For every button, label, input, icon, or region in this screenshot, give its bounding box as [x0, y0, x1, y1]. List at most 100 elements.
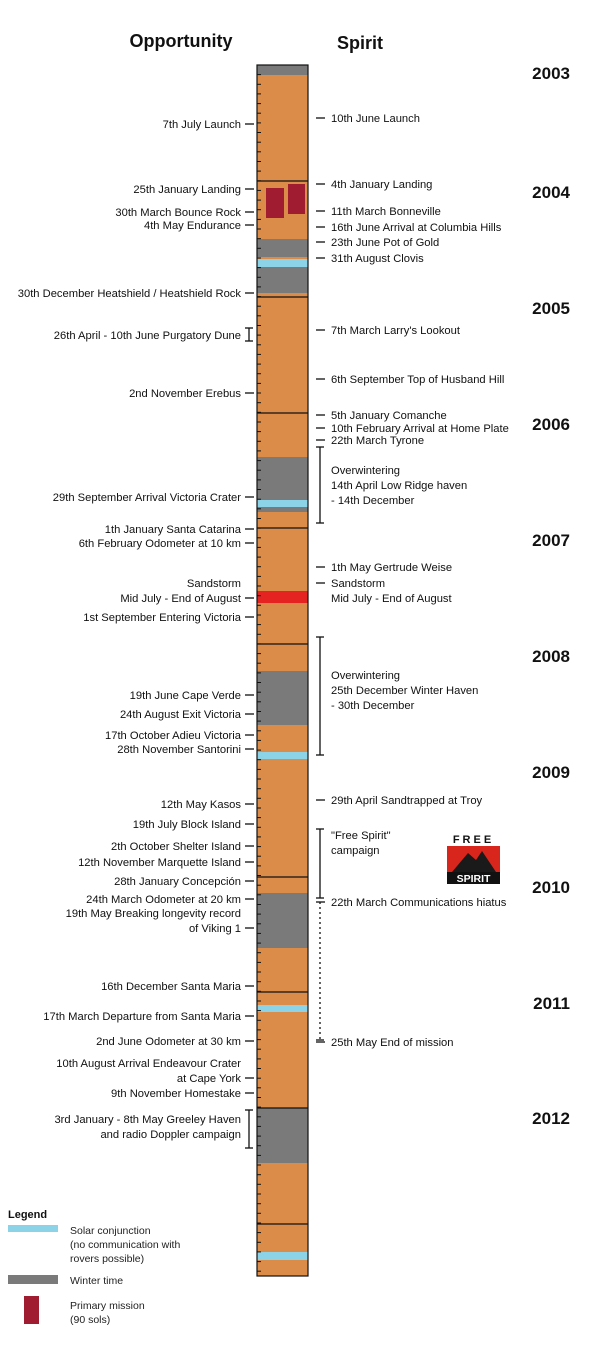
opportunity-event-label: 19th July Block Island: [133, 819, 241, 831]
opportunity-event-label: 19th May Breaking longevity record: [66, 908, 241, 920]
month-ticks: [257, 74, 261, 1272]
winter-band: [257, 239, 308, 257]
winter-band: [257, 457, 308, 500]
spirit-event-label: 6th September Top of Husband Hill: [331, 374, 504, 386]
spirit-event-label: 29th April Sandtrapped at Troy: [331, 795, 483, 807]
spirit-event-label: 16th June Arrival at Columbia Hills: [331, 222, 502, 234]
opportunity-event-label: 4th May Endurance: [144, 220, 241, 232]
opportunity-event-label: 26th April - 10th June Purgatory Dune: [54, 330, 241, 342]
opportunity-event-label: Sandstorm: [187, 578, 241, 590]
spirit-event-label: - 14th December: [331, 495, 415, 507]
opportunity-event-label: 30th December Heatshield / Heatshield Ro…: [18, 288, 242, 300]
opportunity-event-label: 24th March Odometer at 20 km: [86, 894, 241, 906]
spirit-event-label: 22th March Tyrone: [331, 435, 424, 447]
year-label-2012: 2012: [532, 1109, 570, 1128]
year-label-2006: 2006: [532, 415, 570, 434]
opportunity-event-label: 30th March Bounce Rock: [115, 207, 241, 219]
opportunity-header: Opportunity: [130, 31, 233, 51]
opportunity-event-label: 2nd June Odometer at 30 km: [96, 1036, 241, 1048]
winter-band: [257, 65, 308, 75]
opportunity-event-label: 12th May Kasos: [161, 799, 242, 811]
year-label-2007: 2007: [532, 531, 570, 550]
legend-swatch-solar-conjunction: [8, 1225, 58, 1232]
year-label-2010: 2010: [532, 878, 570, 897]
spirit-event-label: 22th March Communications hiatus: [331, 897, 507, 909]
spirit-event-label: 25th December Winter Haven: [331, 685, 478, 697]
spirit-event-label: 14th April Low Ridge haven: [331, 480, 467, 492]
logo-bottom-bar: [447, 872, 500, 884]
legend-item-label: rovers possible): [70, 1253, 144, 1265]
spirit-event-label: 11th March Bonneville: [331, 206, 441, 218]
opportunity-event-label: 7th July Launch: [163, 119, 241, 131]
spirit-event-label: 4th January Landing: [331, 179, 432, 191]
opportunity-event-label: 2nd November Erebus: [129, 388, 241, 400]
spirit-event-bracket: [316, 446, 324, 524]
opportunity-event-bracket: [245, 327, 253, 342]
year-label-2009: 2009: [532, 763, 570, 782]
winter-band: [257, 1108, 308, 1163]
opportunity-event-label: 3rd January - 8th May Greeley Haven: [54, 1114, 241, 1126]
spirit-event-label: Mid July - End of August: [331, 593, 453, 605]
spirit-event-label: Overwintering: [331, 670, 400, 682]
year-label-2003: 2003: [532, 64, 570, 83]
legend-swatch-primary-mission: [24, 1296, 39, 1324]
opportunity-event-label: 17th October Adieu Victoria: [105, 730, 242, 742]
spirit-event-label: 23th June Pot of Gold: [331, 237, 439, 249]
opportunity-event-label: 9th November Homestake: [111, 1088, 241, 1100]
legend: Legend Solar conjunction (no communication…: [8, 1209, 180, 1326]
solar-conjunction-band: [257, 1005, 308, 1012]
solar-conjunction-band: [257, 500, 308, 507]
opportunity-event-label: 25th January Landing: [133, 184, 241, 196]
spirit-event-label: Overwintering: [331, 465, 400, 477]
primary-mission-opportunity: [266, 188, 284, 218]
opportunity-event-label: of Viking 1: [189, 923, 241, 935]
primary-mission-spirit: [288, 184, 305, 214]
spirit-event-bracket: [316, 828, 324, 899]
spirit-header: Spirit: [337, 33, 383, 53]
opportunity-event-label: 6th February Odometer at 10 km: [79, 538, 241, 550]
spirit-event-label: campaign: [331, 845, 380, 857]
spirit-event-label: 25th May End of mission: [331, 1037, 454, 1049]
timeline-column: [256, 64, 309, 1277]
spirit-event-label: 7th March Larry's Lookout: [331, 325, 461, 337]
spirit-event-label: 10th June Launch: [331, 113, 420, 125]
spirit-event-label: - 30th December: [331, 700, 415, 712]
year-label-2004: 2004: [532, 183, 570, 202]
opportunity-event-label: and radio Doppler campaign: [100, 1129, 241, 1141]
solar-conjunction-band: [257, 1252, 308, 1260]
legend-swatch-winter: [8, 1275, 58, 1284]
opportunity-event-label: 1st September Entering Victoria: [83, 612, 242, 624]
legend-item-label: Primary mission: [70, 1300, 145, 1312]
opportunity-event-label: 29th September Arrival Victoria Crater: [53, 492, 241, 504]
opportunity-event-label: 28th January Concepción: [114, 876, 241, 888]
winter-band: [257, 671, 308, 725]
opportunity-event-label: 28th November Santorini: [117, 744, 241, 756]
opportunity-event-label: 2th October Shelter Island: [111, 841, 241, 853]
opportunity-event-label: at Cape York: [177, 1073, 241, 1085]
legend-title: Legend: [8, 1209, 47, 1221]
spirit-event-label: "Free Spirit": [331, 830, 391, 842]
legend-item-label: Solar conjunction: [70, 1225, 151, 1237]
year-label-2011: 2011: [533, 994, 570, 1013]
legend-item-label: Winter time: [70, 1275, 123, 1287]
legend-item-label: (no communication with: [70, 1239, 180, 1251]
year-label-2005: 2005: [532, 299, 570, 318]
opportunity-event-label: 24th August Exit Victoria: [120, 709, 242, 721]
spirit-event-bracket: [316, 636, 324, 756]
spirit-event-label: 31th August Clovis: [331, 253, 424, 265]
opportunity-event-label: Mid July - End of August: [120, 593, 242, 605]
opportunity-event-label: 1th January Santa Catarina: [105, 524, 242, 536]
free-spirit-logo: FREE SPIRIT: [447, 831, 500, 885]
logo-top-text: FREE: [453, 834, 494, 846]
solar-conjunction-band: [257, 259, 308, 267]
spirit-event-label: 5th January Comanche: [331, 410, 447, 422]
opportunity-event-label: 19th June Cape Verde: [130, 690, 241, 702]
opportunity-event-label: 17th March Departure from Santa Maria: [43, 1011, 242, 1023]
spirit-event-label: 10th February Arrival at Home Plate: [331, 423, 509, 435]
opportunity-event-label: 10th August Arrival Endeavour Crater: [56, 1058, 241, 1070]
winter-band: [257, 507, 308, 512]
legend-item-label: (90 sols): [70, 1314, 110, 1326]
spirit-event-label: Sandstorm: [331, 578, 385, 590]
